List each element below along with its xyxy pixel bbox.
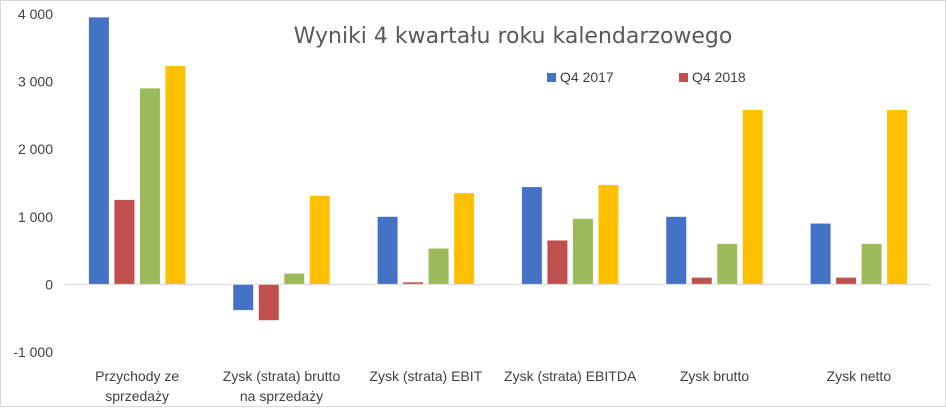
- y-tick-label: 3 000: [18, 74, 53, 90]
- y-axis: -1 000 0 1 000 2 000 3 000 4 000: [13, 6, 53, 360]
- bars: [88, 17, 908, 321]
- y-tick-label: 4 000: [18, 6, 53, 22]
- bar-series-3: [572, 218, 593, 285]
- category-label: Zysk (strata) EBIT: [369, 368, 482, 384]
- bar-series-2: [114, 199, 135, 285]
- bar-series-1: [666, 216, 687, 285]
- bar-series-1: [521, 187, 542, 285]
- chart-title: Wyniki 4 kwartału roku kalendarzowego: [294, 24, 733, 49]
- bar-series-3: [428, 248, 449, 285]
- bar-series-2: [403, 282, 424, 285]
- legend-label: Q4 2018: [692, 69, 746, 85]
- y-tick-label: -1 000: [13, 344, 53, 360]
- bar-series-2: [547, 240, 568, 285]
- y-tick-label: 2 000: [18, 141, 53, 157]
- bar-series-4: [309, 195, 330, 285]
- bar-series-3: [284, 273, 305, 285]
- bar-series-1: [233, 284, 254, 311]
- bar-series-1: [88, 17, 109, 285]
- category-label: Zysk (strata) brutto: [223, 368, 341, 384]
- bar-series-4: [165, 66, 186, 285]
- legend-swatch: [547, 73, 556, 82]
- category-label: Zysk brutto: [680, 368, 749, 384]
- bar-series-2: [258, 284, 279, 321]
- bar-series-4: [742, 109, 763, 285]
- y-tick-label: 0: [45, 276, 53, 292]
- category-label: Przychody ze: [95, 368, 179, 384]
- bar-series-3: [139, 88, 160, 285]
- bar-series-1: [810, 223, 831, 285]
- category-label: Zysk (strata) EBITDA: [504, 368, 637, 384]
- y-tick-label: 1 000: [18, 209, 53, 225]
- bar-series-3: [717, 243, 738, 285]
- category-labels: Przychody ze sprzedaży Zysk (strata) brutt…: [95, 368, 891, 404]
- category-label: sprzedaży: [105, 388, 169, 404]
- bar-series-1: [377, 216, 398, 285]
- bar-series-4: [887, 109, 908, 285]
- legend-label: Q4 2017: [560, 69, 614, 85]
- bar-series-4: [454, 193, 475, 285]
- legend: Q4 2017 Q4 2018: [547, 69, 746, 85]
- category-label: Zysk netto: [827, 368, 892, 384]
- bar-series-2: [836, 277, 857, 285]
- category-label: na sprzedaży: [240, 388, 323, 404]
- legend-swatch: [679, 73, 688, 82]
- bar-series-4: [598, 185, 619, 285]
- bar-series-3: [861, 243, 882, 285]
- bar-series-2: [691, 277, 712, 285]
